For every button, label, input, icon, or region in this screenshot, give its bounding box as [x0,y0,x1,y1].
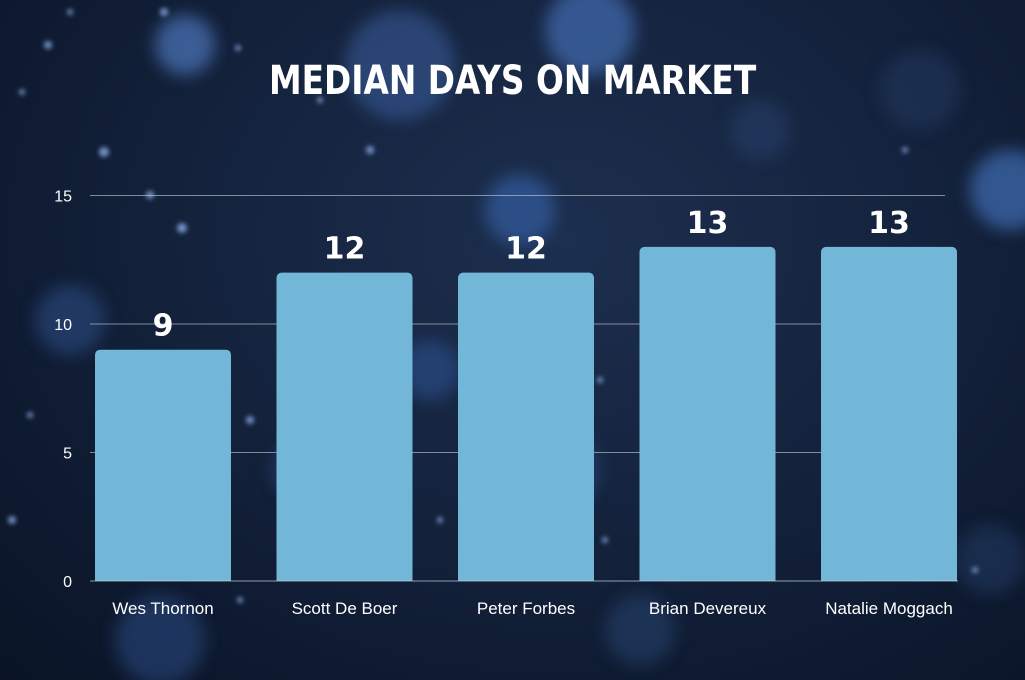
bar [639,246,776,581]
chart-title: MEDIAN DAYS ON MARKET [268,58,757,104]
x-tick-label: Natalie Moggach [825,599,953,618]
data-label: 12 [505,232,547,267]
y-tick-label: 15 [54,189,72,206]
bar-base [458,575,594,581]
x-tick-label: Wes Thornon [112,599,213,618]
data-label: 9 [153,309,174,344]
bar-base [639,575,776,581]
bar [458,272,594,581]
x-tick-label: Scott De Boer [292,599,398,618]
bar-base [821,575,957,581]
bar-base [95,575,231,581]
y-tick-label: 10 [54,317,72,334]
data-label: 12 [324,232,366,267]
bar [821,246,957,581]
y-tick-label: 5 [63,446,72,463]
x-tick-label: Brian Devereux [649,599,767,618]
bar-base [276,575,413,581]
x-tick-label: Peter Forbes [477,599,575,618]
y-tick-label: 0 [63,574,72,591]
bar [95,349,231,581]
data-label: 13 [868,206,910,241]
data-label: 13 [687,206,729,241]
bar [276,272,413,581]
